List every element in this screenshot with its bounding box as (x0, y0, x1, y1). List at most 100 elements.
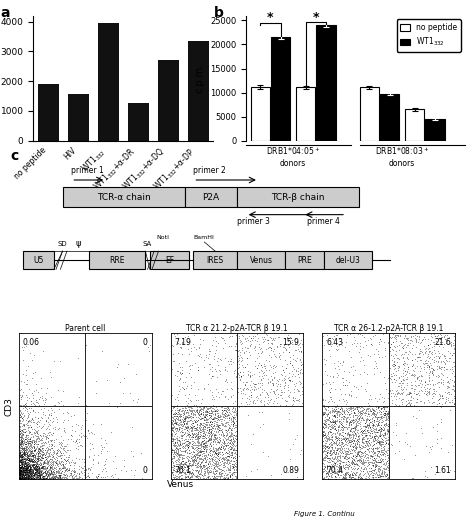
Point (89, 469, 96, 477)
Point (41, 473, 48, 481)
Point (38, 451, 46, 460)
Point (48, 474, 55, 482)
Point (20, 437, 27, 445)
Point (332, 475, 339, 483)
Point (385, 420, 392, 429)
Point (349, 442, 357, 451)
Point (35, 469, 43, 478)
Point (27, 474, 35, 482)
Point (229, 421, 237, 430)
Point (438, 379, 445, 387)
Point (15, 467, 23, 476)
Point (26, 428, 34, 436)
Point (50, 466, 57, 475)
Point (375, 443, 383, 452)
Point (341, 452, 349, 460)
Point (320, 410, 328, 418)
Point (248, 336, 256, 344)
Point (169, 403, 176, 411)
Point (401, 364, 408, 373)
Point (366, 431, 374, 440)
Point (228, 426, 235, 435)
Point (333, 401, 341, 409)
Point (172, 418, 180, 426)
Point (194, 474, 202, 482)
Point (210, 474, 217, 482)
Point (182, 409, 190, 417)
Point (319, 432, 327, 441)
Point (381, 444, 388, 453)
Point (196, 470, 204, 478)
Point (127, 465, 135, 474)
Point (225, 452, 233, 460)
Point (327, 428, 334, 437)
Point (177, 369, 185, 378)
Point (352, 421, 360, 429)
Point (230, 367, 238, 375)
Point (324, 428, 331, 436)
Point (341, 469, 349, 477)
Point (22, 440, 30, 448)
Point (29, 471, 36, 479)
Point (217, 473, 224, 481)
Point (383, 439, 390, 448)
Point (377, 448, 385, 456)
Point (38, 391, 46, 400)
Point (400, 334, 408, 342)
Point (380, 411, 388, 419)
Point (346, 438, 354, 446)
Point (189, 455, 196, 464)
Point (335, 463, 342, 471)
Point (19, 456, 27, 465)
Point (33, 469, 40, 478)
Point (21, 406, 29, 414)
Point (208, 415, 216, 423)
Point (172, 438, 179, 446)
Point (375, 395, 383, 404)
Point (90, 451, 98, 460)
Point (205, 432, 213, 441)
Point (284, 381, 292, 390)
Point (351, 475, 359, 483)
Point (434, 332, 441, 341)
Point (27, 471, 35, 479)
Point (217, 426, 225, 434)
Point (197, 462, 205, 470)
Point (18, 467, 25, 475)
Point (340, 441, 347, 449)
Point (17, 457, 24, 466)
Point (205, 467, 213, 476)
Point (213, 474, 220, 482)
Point (27, 445, 35, 453)
Point (225, 433, 232, 441)
Point (21, 455, 29, 463)
Point (325, 429, 332, 438)
Point (183, 465, 191, 473)
Point (175, 467, 183, 476)
Point (192, 395, 200, 404)
Point (226, 404, 233, 413)
Point (200, 432, 207, 440)
Point (210, 422, 218, 430)
Point (219, 428, 226, 437)
Point (71, 470, 78, 478)
Point (16, 470, 24, 479)
Point (368, 425, 375, 433)
Point (28, 438, 36, 446)
Point (251, 380, 259, 389)
Point (196, 450, 204, 458)
Point (326, 446, 333, 455)
Point (356, 451, 363, 459)
Point (182, 418, 190, 426)
Point (176, 405, 183, 413)
Point (18, 421, 26, 430)
Point (189, 423, 197, 431)
Point (377, 431, 385, 439)
Point (168, 430, 175, 438)
Point (81, 470, 89, 478)
Point (201, 445, 208, 454)
Point (191, 439, 199, 447)
Point (321, 430, 328, 439)
Point (268, 339, 276, 347)
Point (181, 420, 188, 428)
